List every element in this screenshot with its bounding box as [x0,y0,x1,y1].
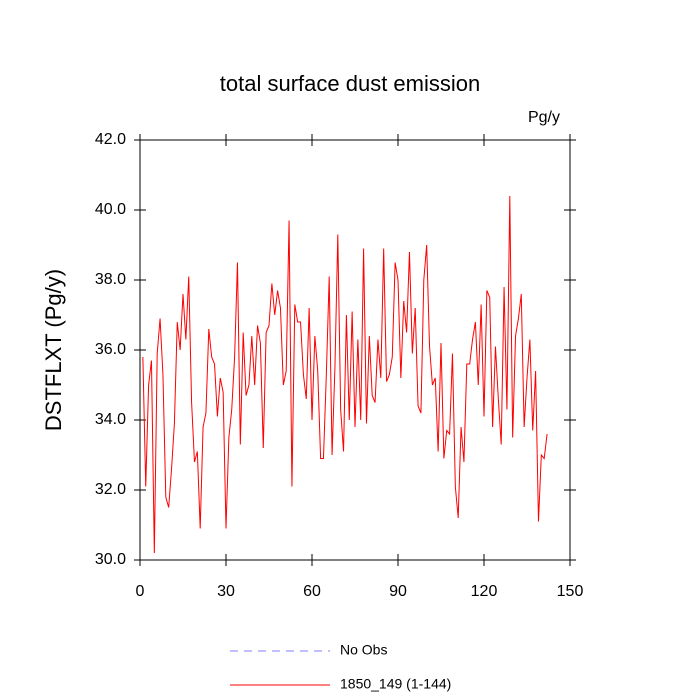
x-tick-label: 120 [471,583,498,600]
x-tick-label: 90 [389,583,407,600]
y-tick-label: 40.0 [95,201,126,218]
y-tick-label: 42.0 [95,131,126,148]
x-tick-label: 30 [217,583,235,600]
x-tick-label: 0 [136,583,145,600]
y-tick-label: 34.0 [95,411,126,428]
x-tick-label: 60 [303,583,321,600]
y-tick-label: 38.0 [95,271,126,288]
y-tick-label: 32.0 [95,481,126,498]
legend-label: 1850_149 (1-144) [340,676,451,692]
y-axis-label: DSTFLXT (Pg/y) [41,269,66,431]
x-tick-label: 150 [557,583,584,600]
data-line [142,195,548,554]
chart-title: total surface dust emission [220,71,480,96]
units-label: Pg/y [528,109,560,126]
legend-label: No Obs [340,642,387,658]
y-tick-label: 36.0 [95,341,126,358]
y-tick-label: 30.0 [95,551,126,568]
